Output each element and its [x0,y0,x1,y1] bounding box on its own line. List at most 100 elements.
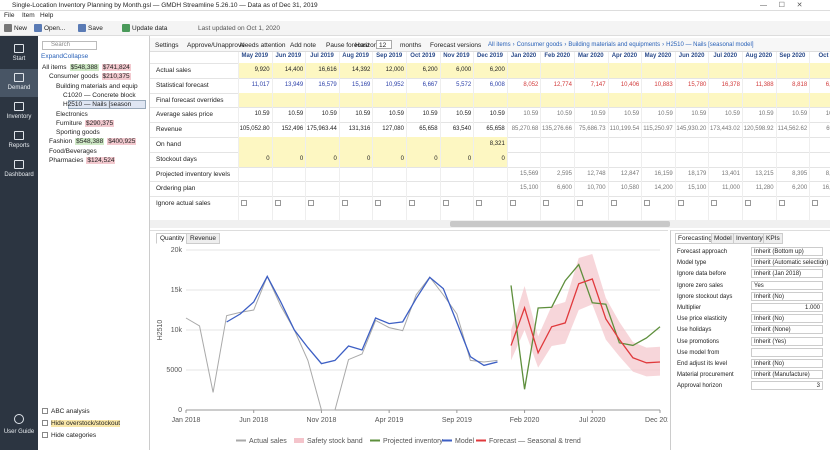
nav-icon[interactable] [14,160,24,169]
table-cell[interactable]: 0 [272,156,304,162]
breadcrumb-item[interactable]: H2510 — Nails [seasonal model] [666,42,753,48]
property-value[interactable]: Inherit (Manufacture) [754,372,820,378]
table-cell[interactable]: 8,321 [473,141,505,147]
search-box[interactable]: Search [42,41,97,50]
toolbar-button[interactable]: Save [88,25,103,32]
tree-item[interactable]: Fashion$548,388$400,925 [49,138,136,145]
tree-label[interactable]: All items [42,64,67,71]
tree-label[interactable]: Electronics [56,111,88,118]
nav-label[interactable]: Inventory [0,114,38,120]
nav-label[interactable]: Demand [0,85,38,91]
property-field[interactable]: Inherit (Bottom up) [751,247,823,256]
tree-item[interactable]: H2510 — Nails [season [63,101,131,108]
checkbox[interactable] [779,200,785,206]
tree-item[interactable]: C1020 — Concrete block [63,92,136,99]
checkbox[interactable] [543,200,549,206]
tree-label[interactable]: H2510 — Nails [season [63,101,131,108]
menu-item[interactable]: File [4,12,14,19]
property-field[interactable]: Inherit (None) [751,325,823,334]
checkbox[interactable] [241,200,247,206]
window-controls[interactable]: — ☐ ✕ [760,1,802,9]
scroll-thumb[interactable] [450,221,670,227]
property-field[interactable]: Yes [751,281,823,290]
expand-link[interactable]: Expand [41,53,63,60]
checkbox[interactable] [745,200,751,206]
property-field[interactable] [751,348,823,357]
nav-icon[interactable] [14,131,24,140]
checkbox[interactable] [577,200,583,206]
panel-tab[interactable]: Forecasting [675,233,715,244]
nav-icon[interactable] [14,73,24,82]
toolbar-icon[interactable] [4,24,12,32]
checkbox[interactable] [611,200,617,206]
checkbox[interactable] [409,200,415,206]
tree-label[interactable]: C1020 — Concrete block [63,92,136,99]
horizon-input[interactable]: 12 [376,40,392,49]
nav-label[interactable]: Dashboard [0,172,38,178]
menu-item[interactable]: Item [22,12,35,19]
panel-tab[interactable]: KPIs [763,233,783,244]
checkbox[interactable] [42,432,48,438]
chart-tab[interactable]: Revenue [186,233,220,244]
toolbar-button[interactable]: New [14,25,27,32]
scrollbar[interactable] [150,220,830,228]
tree-item[interactable]: Sporting goods [56,129,100,136]
nav-label[interactable]: Reports [0,143,38,149]
menu-item[interactable]: Help [40,12,53,19]
property-value[interactable]: Yes [754,283,820,289]
table-cell[interactable]: 16,616 [305,67,337,73]
property-field[interactable]: 1.000 [751,303,823,312]
table-cell[interactable]: 0 [305,156,337,162]
table-cell[interactable]: 6,200 [406,67,438,73]
tree-label[interactable]: Pharmacies [49,157,83,164]
table-cell[interactable]: 0 [406,156,438,162]
property-value[interactable]: Inherit (No) [754,316,820,322]
property-field[interactable]: Inherit (No) [751,359,823,368]
checkbox[interactable] [644,200,650,206]
property-field[interactable]: Inherit (Jan 2018) [751,269,823,278]
table-cell[interactable]: 12,000 [372,67,404,73]
tree-label[interactable]: Building materials and equip [56,83,138,90]
nav-label[interactable]: User Guide [0,429,38,435]
toolbar-button[interactable]: Add note [290,42,316,49]
property-value[interactable]: Inherit (No) [754,361,820,367]
toolbar-button[interactable]: Approve/Unapprove [187,42,245,49]
panel-tab[interactable]: Inventory [733,233,766,244]
nav-icon[interactable] [14,102,24,111]
tree-label[interactable]: Consumer goods [49,73,99,80]
checkbox[interactable] [510,200,516,206]
nav-icon[interactable] [14,414,24,424]
property-field[interactable]: Inherit (Automatic selection) [751,258,823,267]
tree-label[interactable]: Furniture [56,120,82,127]
tree-item[interactable]: Electronics [56,111,88,118]
table-cell[interactable]: 0 [238,156,270,162]
toolbar-button[interactable]: Needs attention [240,42,286,49]
nav-label[interactable]: Start [0,56,38,62]
versions-button[interactable]: Forecast versions [430,42,481,49]
property-value[interactable]: Inherit (Yes) [754,339,820,345]
panel-tab[interactable]: Model [711,233,735,244]
collapse-link[interactable]: Collapse [63,53,88,60]
toolbar-icon[interactable] [122,24,130,32]
checkbox[interactable] [678,200,684,206]
checkbox[interactable] [711,200,717,206]
table-cell[interactable]: 9,920 [238,67,270,73]
table-cell[interactable]: 0 [440,156,472,162]
tree-item[interactable]: Furniture$290,375 [56,120,114,127]
tree-item[interactable]: All items$548,388$741,824 [42,64,131,71]
chart-tab[interactable]: Quantity [156,233,188,244]
property-field[interactable]: Inherit (No) [751,314,823,323]
property-value[interactable]: Inherit (No) [754,294,820,300]
table-cell[interactable]: 0 [339,156,371,162]
checkbox[interactable] [812,200,818,206]
checkbox[interactable] [308,200,314,206]
filter-label[interactable]: Hide categories [51,432,96,439]
property-value[interactable]: 3 [754,383,820,389]
breadcrumb-item[interactable]: Building materials and equipments [568,42,660,48]
property-value[interactable]: Inherit (Automatic selection) [754,260,820,266]
checkbox[interactable] [375,200,381,206]
checkbox[interactable] [342,200,348,206]
property-value[interactable]: Inherit (Bottom up) [754,249,820,255]
property-field[interactable]: Inherit (Yes) [751,337,823,346]
checkbox[interactable] [42,420,48,426]
